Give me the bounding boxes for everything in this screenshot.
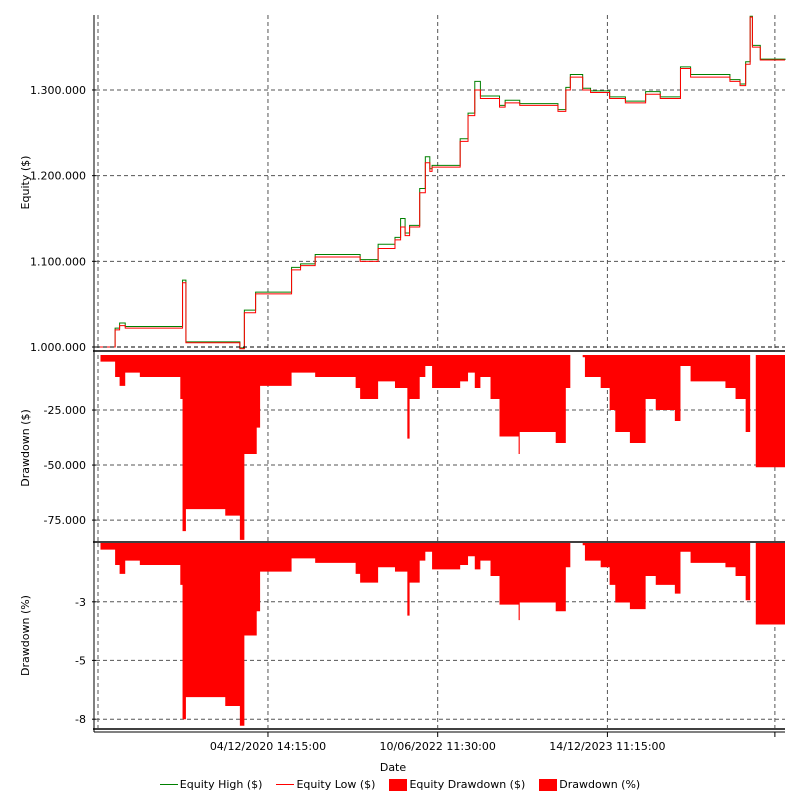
x-tick-label: 04/12/2020 14:15:00 — [210, 740, 326, 753]
drawdown-area — [96, 355, 785, 540]
legend-item-equity-high[interactable]: Equity High ($) — [159, 778, 263, 791]
x-tick-label: 14/12/2023 11:15:00 — [549, 740, 665, 753]
equity-high-line — [96, 15, 786, 349]
legend-label: Equity Low ($) — [296, 778, 376, 791]
equity-low-line — [96, 16, 785, 350]
y-tick-label: -25.000 — [44, 404, 86, 417]
y-tick-label: -75.000 — [44, 514, 86, 527]
x-tick-label: 10/06/2022 11:30:00 — [380, 740, 496, 753]
y-tick-label: -3 — [75, 596, 86, 609]
drawdown-area — [96, 543, 785, 726]
legend-swatch-equity-low — [276, 784, 295, 785]
y-axis-label: Drawdown ($) — [19, 409, 32, 487]
y-tick-label: -50.000 — [44, 459, 86, 472]
y-axis-label: Equity ($) — [19, 156, 32, 210]
x-axis-label: Date — [380, 761, 407, 774]
legend-label: Equity Drawdown ($) — [409, 778, 526, 791]
legend-swatch-equity-high — [159, 784, 178, 785]
y-tick-label: 1.100.000 — [30, 255, 86, 268]
legend-item-equity-low[interactable]: Equity Low ($) — [276, 778, 375, 791]
y-tick-label: -8 — [75, 713, 86, 726]
y-axis-label: Drawdown (%) — [19, 595, 32, 676]
y-tick-label: -5 — [75, 654, 86, 667]
legend-label: Equity High ($) — [179, 778, 263, 791]
legend-swatch-drawdown-pct — [539, 778, 558, 791]
legend-swatch-equity-drawdown — [389, 778, 408, 791]
legend-item-drawdown-pct[interactable]: Drawdown (%) — [539, 778, 640, 791]
legend-label: Drawdown (%) — [559, 778, 641, 791]
y-tick-label: 1.000.000 — [30, 341, 86, 354]
y-tick-label: 1.200.000 — [30, 170, 86, 183]
y-tick-label: 1.300.000 — [30, 84, 86, 97]
legend: Equity High ($) Equity Low ($) Equity Dr… — [0, 778, 800, 791]
legend-item-equity-drawdown[interactable]: Equity Drawdown ($) — [389, 778, 525, 791]
